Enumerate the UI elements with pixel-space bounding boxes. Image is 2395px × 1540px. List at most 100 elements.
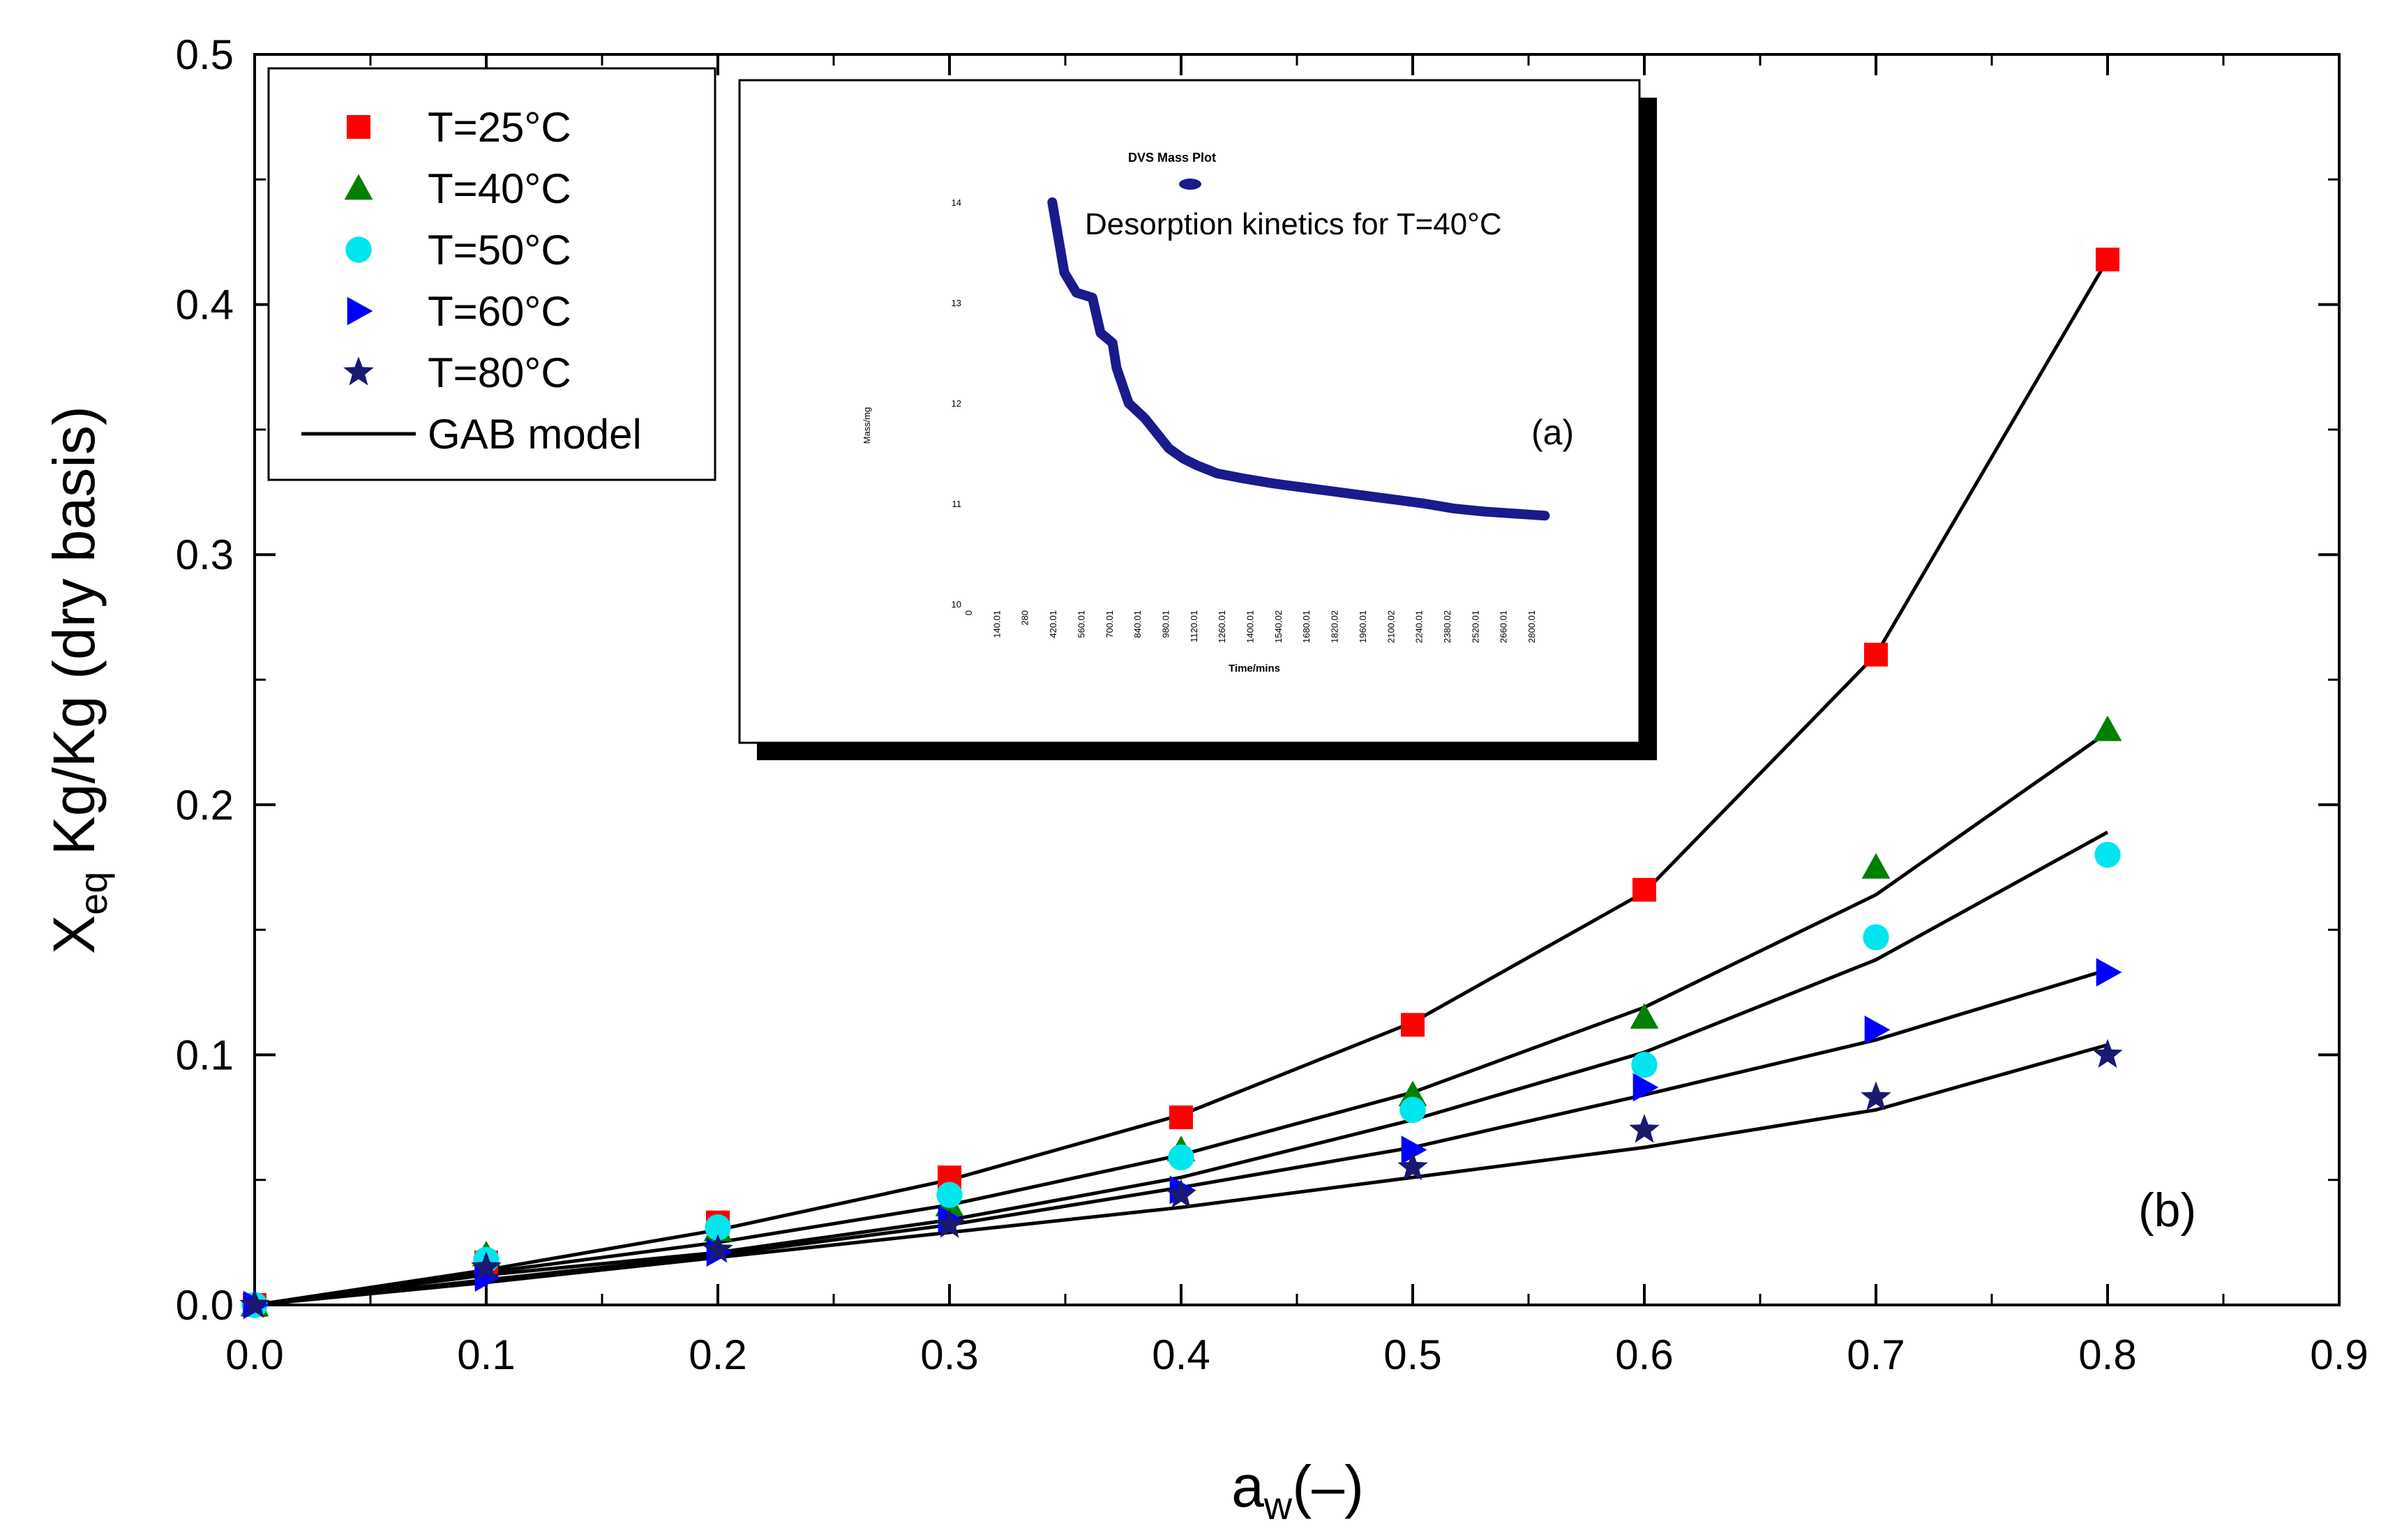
inset-x-tick-label: 2380.02: [1442, 610, 1452, 643]
inset-x-axis-label: Time/mins: [1229, 663, 1280, 674]
inset-y-tick-label: 13: [952, 298, 961, 308]
inset-x-tick-label: 2800.01: [1526, 610, 1537, 643]
inset-annotation: Desorption kinetics for T=40°C: [1085, 207, 1502, 241]
marker-t25: [2096, 248, 2119, 272]
inset-y-tick-label: 10: [952, 599, 961, 610]
legend-marker-t40: [344, 174, 373, 200]
x-tick-label: 0.2: [689, 1331, 746, 1378]
y-tick-label: 0.4: [176, 282, 234, 329]
inset-x-tick-label: 1540.02: [1273, 610, 1284, 643]
inset-x-tick-label: 1680.01: [1301, 610, 1312, 643]
marker-t25: [1401, 1013, 1425, 1037]
marker-t50: [1631, 1052, 1658, 1078]
marker-t60: [2096, 958, 2122, 987]
marker-t80: [1629, 1114, 1660, 1143]
inset-frame: [738, 79, 1641, 744]
inset-x-tick-label: 1960.01: [1358, 610, 1368, 643]
y-tick-label: 0.5: [176, 31, 234, 78]
x-axis-label: aw(–): [1231, 1454, 1364, 1527]
inset-x-tick-label: 2520.01: [1470, 610, 1480, 643]
y-tick-label: 0.1: [176, 1032, 234, 1078]
x-tick-label: 0.8: [2078, 1331, 2136, 1378]
inset-x-tick-label: 420.01: [1048, 610, 1058, 638]
panel-label-a: (a): [1531, 413, 1574, 452]
legend-marker-t80: [343, 356, 374, 386]
marker-t40: [1630, 1003, 1659, 1029]
x-tick-label: 0.6: [1615, 1331, 1673, 1378]
legend-label-t40: T=40°C: [428, 165, 571, 212]
y-tick-label: 0.3: [176, 531, 234, 578]
legend: T=25°C T=40°C T=50°C T=60°C T=80°C GAB model: [267, 67, 716, 481]
marker-t60: [1632, 1073, 1659, 1102]
marker-t80: [1166, 1179, 1196, 1208]
marker-t50: [2094, 841, 2121, 868]
inset-x-tick-label: 560.01: [1076, 610, 1086, 638]
inset-y-axis-label: Mass/mg: [862, 407, 872, 444]
marker-t50: [1863, 924, 1889, 951]
marker-t80: [1861, 1081, 1891, 1110]
inset-y-tick-label: 11: [952, 499, 962, 509]
marker-t80: [934, 1209, 965, 1238]
marker-t60: [1864, 1016, 1891, 1044]
x-tick-label: 0.4: [1152, 1331, 1210, 1378]
y-tick-label: 0.2: [176, 782, 234, 829]
legend-marker-t50: [345, 236, 372, 263]
legend-marker-t60: [347, 296, 373, 326]
inset-title: DVS Mass Plot: [1128, 151, 1216, 165]
inset-mass-curve: [1047, 197, 1550, 521]
x-tick-label: 0.1: [457, 1331, 515, 1378]
legend-marker-t25: [347, 115, 370, 139]
marker-t80: [471, 1251, 502, 1281]
marker-t25: [1864, 642, 1888, 667]
inset-x-tick-label: 0: [963, 610, 974, 615]
inset-x-tick-label: 140.01: [991, 610, 1002, 638]
panel-label-b: (b): [2138, 1184, 2196, 1237]
legend-box: [267, 67, 716, 481]
marker-t25: [1632, 877, 1656, 902]
axis-ticks: [253, 53, 2341, 1306]
x-tick-label: 0.3: [920, 1331, 978, 1378]
marker-t80: [703, 1234, 733, 1263]
legend-label-gab: GAB model: [428, 411, 642, 458]
x-tick-label: 0.5: [1383, 1331, 1441, 1378]
marker-t50: [1399, 1096, 1426, 1123]
legend-label-t60: T=60°C: [428, 288, 571, 335]
inset-x-tick-label: 840.01: [1132, 610, 1143, 638]
inset-x-tick-label: 1820.02: [1330, 610, 1340, 643]
y-tick-label: 0.0: [176, 1282, 234, 1329]
marker-t80: [1397, 1151, 1428, 1181]
marker-t80: [239, 1289, 270, 1318]
inset-x-tick-label: 2240.01: [1414, 610, 1425, 643]
inset-x-tick-label: 2660.01: [1499, 610, 1509, 643]
inset-y-tick-label: 12: [952, 398, 961, 409]
tick-labels: 0.0 0.1 0.2 0.3 0.4 0.5 0.6 0.7 0.8 0.9 0.0 0.1 0.2 0…: [176, 31, 2368, 1378]
legend-label-t25: T=25°C: [428, 104, 571, 151]
inset-x-tick-label: 1120.01: [1189, 610, 1199, 642]
inset-x-tick-label: 980.01: [1160, 610, 1171, 638]
legend-label-t80: T=80°C: [428, 349, 571, 396]
inset-x-tick-label: 700.01: [1104, 610, 1115, 638]
marker-t50: [1168, 1144, 1194, 1171]
inset-x-tick-labels: 0 140.01 280 420.01 560.01 700.01 840.01 980.01…: [963, 610, 1537, 643]
marker-t60: [1401, 1135, 1427, 1165]
inset-y-tick-labels: 14 13 12 11 10: [952, 197, 961, 610]
x-tick-label: 0.9: [2310, 1331, 2368, 1378]
gab-curve-5: [254, 1043, 2108, 1307]
marker-t40: [1861, 853, 1891, 879]
data-markers: [239, 248, 2123, 1320]
marker-t50: [936, 1182, 963, 1208]
marker-t40: [2093, 715, 2122, 741]
inset-x-tick-label: 1400.01: [1245, 610, 1256, 643]
marker-t25: [1169, 1105, 1193, 1130]
marker-t50: [705, 1214, 731, 1241]
inset-legend-marker: [1179, 179, 1201, 190]
y-axis-label: Xeq Kg/Kg (dry basis): [41, 406, 115, 954]
x-tick-label: 0.7: [1847, 1331, 1905, 1378]
inset-x-tick-label: 1260.01: [1217, 610, 1227, 643]
inset-x-tick-label: 280: [1020, 610, 1030, 626]
marker-t80: [2092, 1039, 2123, 1068]
inset-x-tick-label: 2100.02: [1386, 610, 1396, 643]
inset-y-tick-label: 14: [952, 197, 961, 208]
inset-dvs-plot: DVS Mass Plot Desorption kinetics for T=…: [738, 79, 1657, 760]
